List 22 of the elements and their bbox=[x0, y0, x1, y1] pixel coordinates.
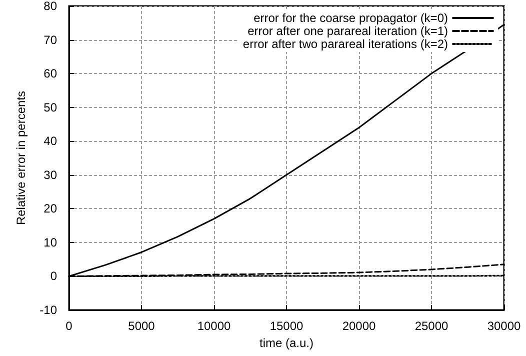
legend-label: error after two parareal iterations (k=2) bbox=[242, 37, 448, 51]
x-tick-label: 10000 bbox=[197, 319, 232, 333]
x-tick-label: 5000 bbox=[128, 319, 156, 333]
x-tick-label: 20000 bbox=[342, 319, 376, 333]
legend-label: error after one parareal iteration (k=1) bbox=[248, 24, 448, 38]
x-tick-label: 25000 bbox=[414, 319, 449, 333]
y-tick-label: 80 bbox=[44, 0, 58, 13]
x-tick-label: 15000 bbox=[270, 319, 304, 333]
x-axis-title: time (a.u.) bbox=[259, 336, 314, 350]
y-tick-label: -10 bbox=[40, 303, 58, 317]
y-axis-title: Relative error in percents bbox=[14, 90, 28, 226]
y-tick-label: 30 bbox=[44, 168, 58, 182]
y-tick-label: 40 bbox=[44, 134, 58, 148]
y-tick-label: 20 bbox=[44, 202, 58, 216]
y-tick-label: 10 bbox=[44, 235, 58, 250]
x-tick-label: 30000 bbox=[487, 319, 522, 333]
legend-label: error for the coarse propagator (k=0) bbox=[254, 11, 448, 25]
y-tick-label: 0 bbox=[50, 269, 58, 284]
y-tick-label: 50 bbox=[44, 100, 58, 114]
x-tick-label: 0 bbox=[66, 319, 73, 333]
y-tick-label: 60 bbox=[44, 66, 58, 81]
y-tick-label: 70 bbox=[44, 32, 58, 47]
